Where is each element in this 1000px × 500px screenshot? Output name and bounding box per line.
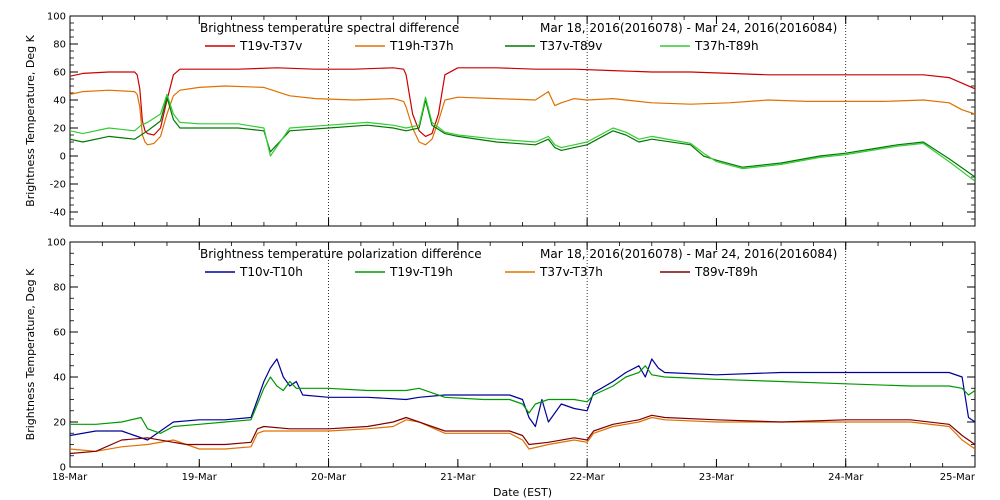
y-axis-label: Brightness Temperature, Deg K [24, 268, 37, 440]
y-tick-label: 20 [53, 418, 66, 429]
y-tick-label: -20 [50, 180, 66, 191]
legend-label: T37h-T89h [694, 39, 759, 53]
chart-title: Brightness temperature polarization diff… [200, 247, 482, 261]
x-tick-label: 20-Mar [311, 472, 347, 483]
y-tick-label: 60 [53, 68, 66, 79]
x-tick-label: 21-Mar [440, 472, 476, 483]
legend-label: T19v-T19h [389, 265, 453, 279]
y-tick-label: 80 [53, 283, 66, 294]
y-tick-label: 0 [60, 463, 66, 474]
x-tick-label: 19-Mar [182, 472, 218, 483]
chart-title: Brightness temperature spectral differen… [200, 21, 459, 35]
legend-label: T19v-T37v [239, 39, 302, 53]
x-tick-label: 18-Mar [52, 472, 88, 483]
y-tick-label: 0 [60, 152, 66, 163]
y-axis-label: Brightness Temperature, Deg K [24, 34, 37, 206]
plot-frame-1 [69, 241, 976, 468]
plot-frame-0 [69, 15, 976, 227]
x-tick-label: 24-Mar [828, 472, 864, 483]
y-tick-label: 40 [53, 373, 66, 384]
y-tick-label: 60 [53, 328, 66, 339]
y-tick-label: 100 [47, 12, 66, 23]
x-tick-label: 25-Mar [940, 472, 976, 483]
legend-label: T19h-T37h [389, 39, 454, 53]
series-line-T89v-T89h [70, 414, 975, 455]
series-line-T19h-T37h [70, 85, 975, 146]
legend-label: T10v-T10h [239, 265, 303, 279]
legend-label: T37v-T89v [539, 39, 602, 53]
legend-label: T37v-T37h [539, 265, 603, 279]
y-tick-label: -40 [50, 208, 66, 219]
series-line-T19v-T37v [70, 67, 975, 137]
y-tick-label: 100 [47, 238, 66, 249]
y-tick-label: 40 [53, 96, 66, 107]
chart-subtitle: Mar 18, 2016(2016078) - Mar 24, 2016(201… [540, 21, 837, 35]
series-line-T37v-T37h [70, 416, 975, 452]
series-line-T10v-T10h [70, 358, 975, 441]
x-tick-label: 23-Mar [699, 472, 735, 483]
series-line-T19v-T19h [70, 365, 975, 434]
y-tick-label: 80 [53, 40, 66, 51]
series-line-T37h-T89h [70, 93, 975, 182]
series-line-T37v-T89v [70, 96, 975, 178]
y-tick-label: 20 [53, 124, 66, 135]
chart-subtitle: Mar 18, 2016(2016078) - Mar 24, 2016(201… [540, 247, 837, 261]
legend-label: T89v-T89h [694, 265, 758, 279]
x-tick-label: 22-Mar [570, 472, 606, 483]
x-axis-label: Date (EST) [493, 486, 552, 499]
